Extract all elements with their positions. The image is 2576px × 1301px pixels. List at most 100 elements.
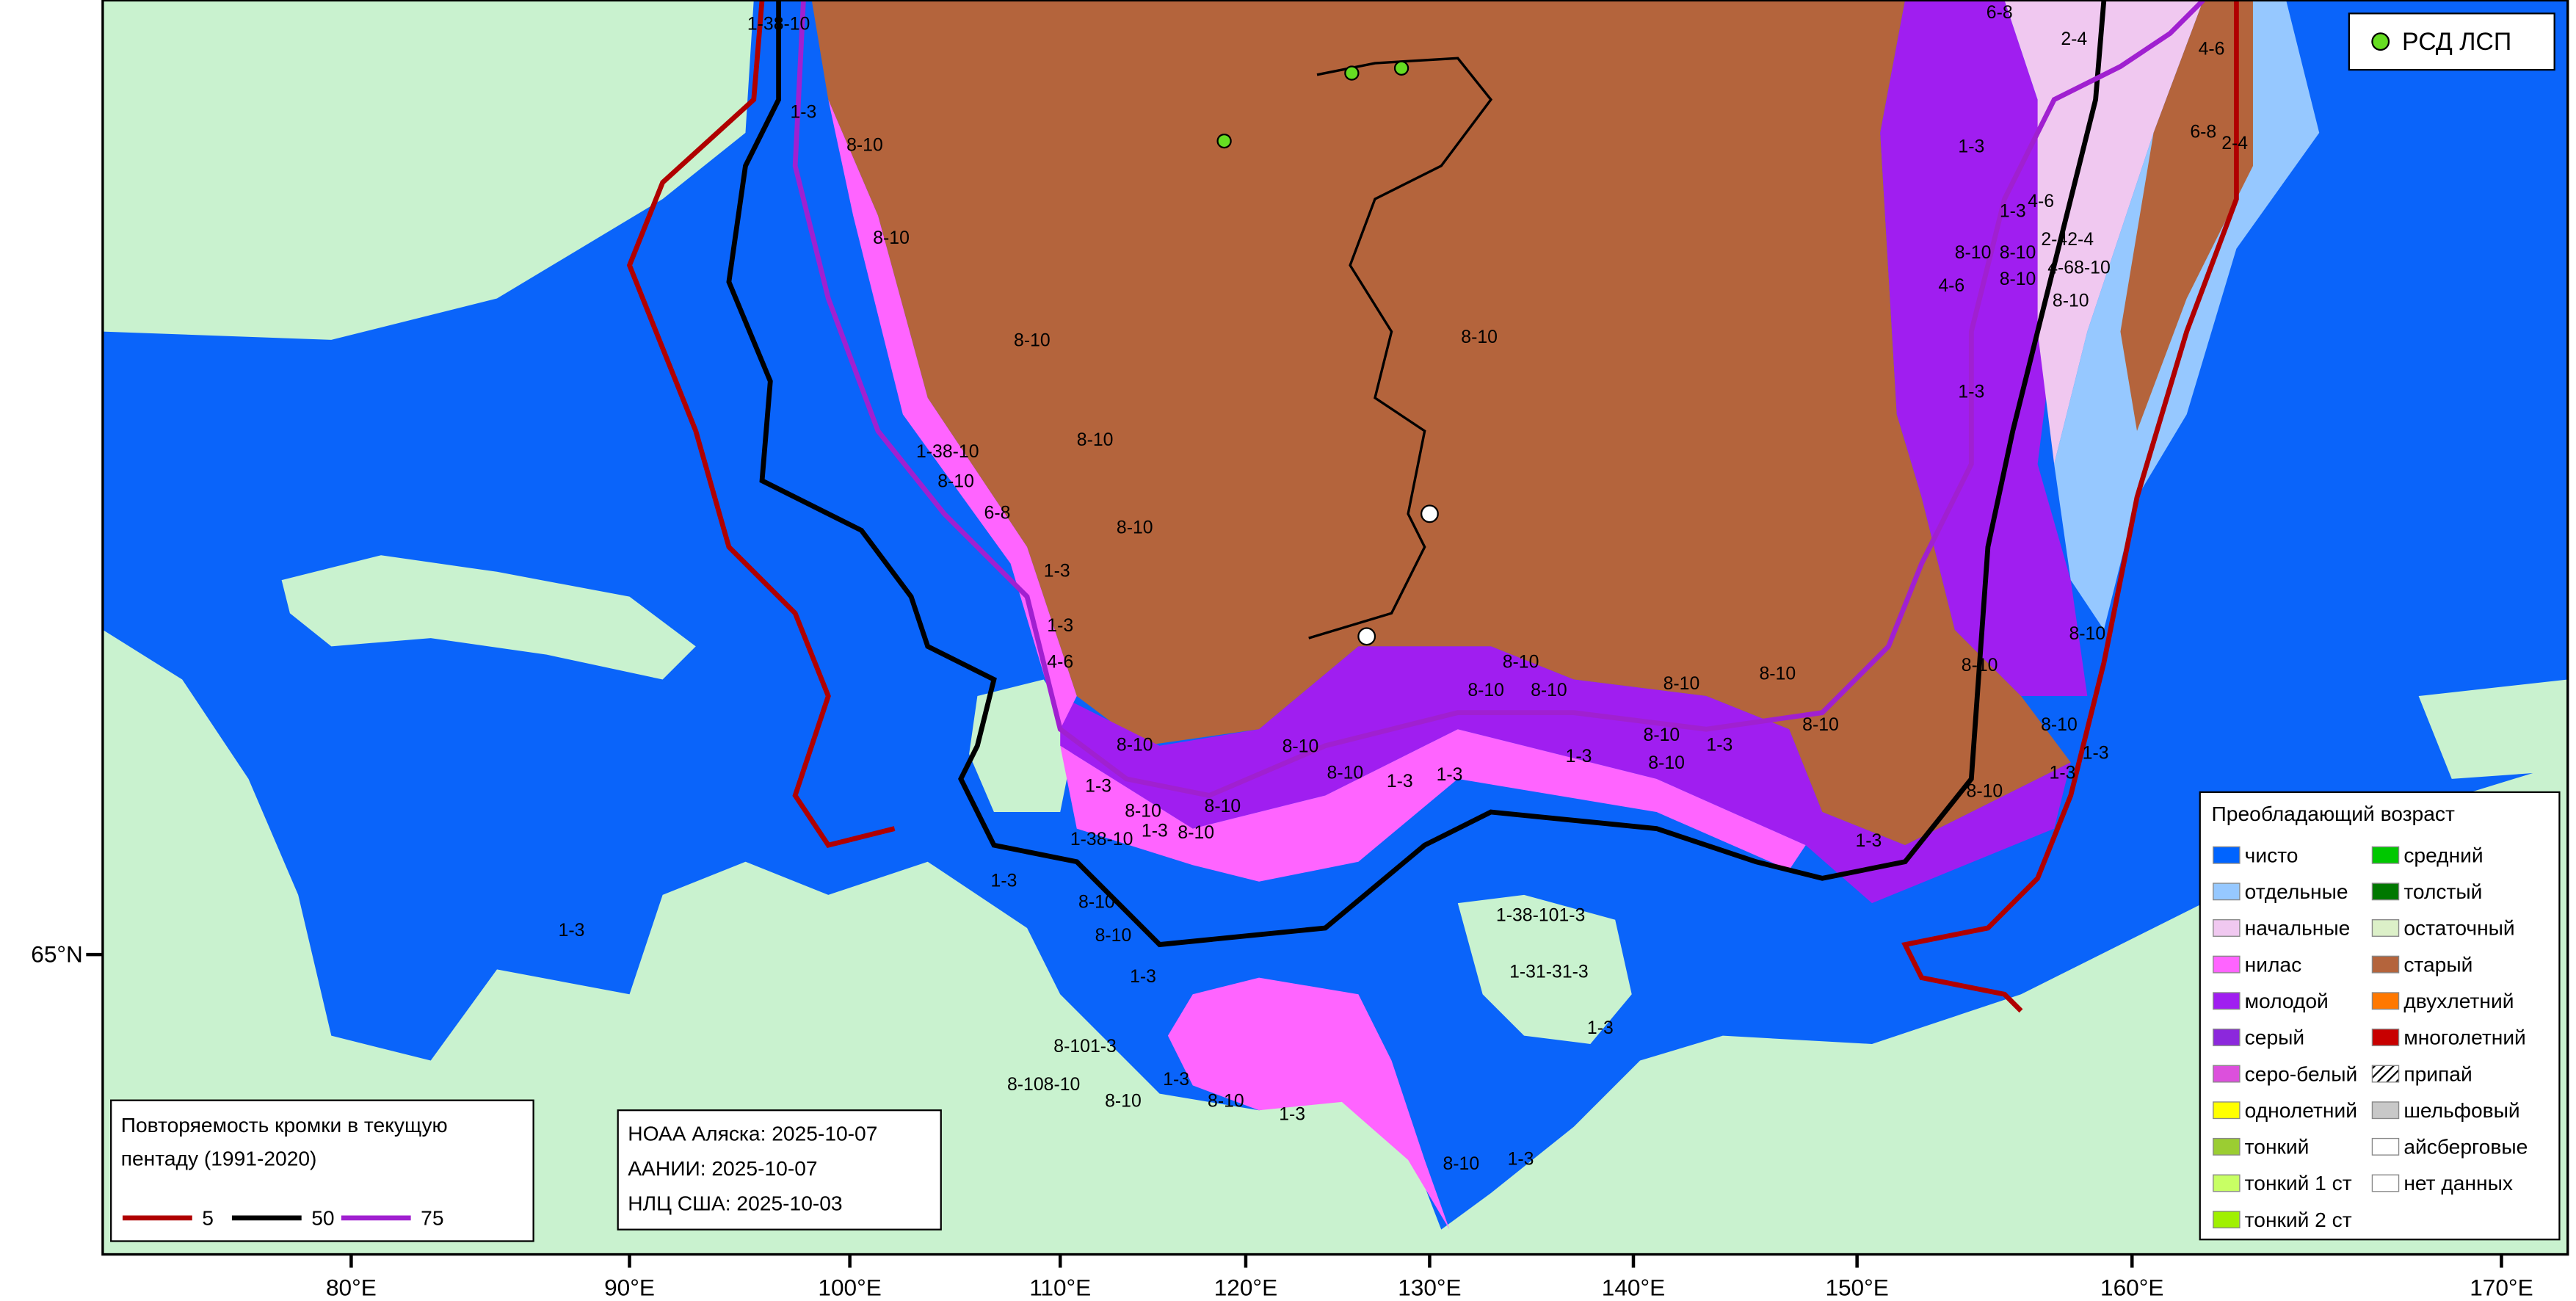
legend-swatch <box>2213 1174 2241 1192</box>
legend-swatch <box>2371 1028 2400 1046</box>
track-point <box>1357 627 1376 646</box>
ice-label: 1-3 <box>1044 561 1070 581</box>
new-ice <box>2004 0 2204 465</box>
ice-label: 8-10 <box>2041 715 2078 735</box>
nilas <box>828 99 1806 882</box>
legend-swatch <box>2371 1137 2400 1156</box>
legend-label: начальные <box>2245 916 2351 940</box>
ice-labels: 1-38-101-38-108-108-108-101-38-108-106-8… <box>559 3 2249 1174</box>
legend-swatch <box>2213 1028 2241 1046</box>
axes: 80°E 90°E 100°E 110°E 120°E 130°E 140°E 150°E 16… <box>31 941 2533 1301</box>
legend-swatch <box>2371 1174 2400 1192</box>
ice-label: 8-10 <box>873 228 910 248</box>
ice-label: 8-10 <box>1955 243 1992 263</box>
legend-label: припай <box>2403 1062 2472 1085</box>
legend-label: айсберговые <box>2403 1135 2528 1159</box>
track-point <box>1421 504 1439 523</box>
ice-label: 8-10 <box>1467 681 1504 700</box>
ice-label: 8-10 <box>1117 518 1153 538</box>
drift-track <box>1308 57 1493 639</box>
legend-swatch <box>2213 1137 2241 1156</box>
legend-swatch <box>2213 1101 2241 1120</box>
ice-label: 1-3 <box>1387 772 1413 791</box>
ice-label: 8-10 <box>2069 624 2105 644</box>
ice-label: 8-10 <box>1208 1091 1244 1111</box>
legend-label: остаточный <box>2403 916 2514 940</box>
legend-label: 5 <box>202 1206 214 1230</box>
legend-swatch <box>2213 883 2241 901</box>
ice-label: 4-6 <box>2199 40 2225 59</box>
legend-title: Преобладающий возраст <box>2212 802 2455 825</box>
legend-swatch <box>2371 846 2400 864</box>
ice-label: 1-3 <box>1566 747 1592 767</box>
ice-label: 1-38-10 <box>916 442 979 462</box>
ice-label: 8-10 <box>2053 291 2089 311</box>
station-legend: РСД ЛСП <box>2348 12 2555 71</box>
old-ice <box>811 0 2071 846</box>
legend-swatch <box>2213 846 2241 864</box>
ice-label: 1-3 <box>2000 202 2026 222</box>
ice-label: 6-8 <box>984 503 1011 523</box>
source-line: НЛЦ США: 2025-10-03 <box>628 1191 842 1214</box>
edge-50 <box>726 0 2107 948</box>
ice-label: 1-38-10 <box>1070 830 1133 849</box>
ice-label: 8-101-3 <box>1053 1037 1117 1057</box>
legend-swatch <box>2213 992 2241 1010</box>
ice-label: 8-10 <box>1531 681 1567 700</box>
lon-label: 80°E <box>326 1274 377 1300</box>
legend-label: отдельные <box>2245 880 2348 903</box>
ice-label: 1-38-101-3 <box>1496 906 1585 926</box>
ice-label: 2-42-4 <box>2041 230 2094 250</box>
ice-label: 1-3 <box>1279 1105 1305 1125</box>
station-marker <box>1393 60 1409 76</box>
ice-label: 1-3 <box>2050 764 2076 783</box>
map-frame <box>101 0 2569 1256</box>
legend-label: тонкий 2 ст <box>2245 1208 2352 1231</box>
legend-title: Повторяемость кромки в текущую <box>121 1113 448 1137</box>
ice-label: 8-10 <box>1759 664 1796 684</box>
legend-swatch <box>2371 992 2400 1010</box>
legend-label: однолетний <box>2245 1098 2357 1122</box>
ice-label: 2-4 <box>2221 134 2248 153</box>
ice-label: 2-4 <box>2061 29 2087 49</box>
lon-label: 160°E <box>2100 1274 2163 1300</box>
lon-label: 100°E <box>818 1274 881 1300</box>
legend-swatch <box>2213 955 2241 974</box>
source-line: ААНИИ: 2025-10-07 <box>628 1156 817 1180</box>
legend-label: 75 <box>421 1206 443 1230</box>
legend-swatch <box>2371 883 2400 901</box>
legend-swatch <box>2371 955 2400 974</box>
ice-label: 8-10 <box>1125 802 1161 822</box>
ice-label: 8-10 <box>1077 430 1114 450</box>
ice-label: 6-8 <box>1987 3 2013 23</box>
sources-box <box>617 1109 942 1231</box>
ice-label: 4-6 <box>1047 652 1073 672</box>
ice-label: 8-10 <box>1282 737 1319 757</box>
legend-label: молодой <box>2245 989 2329 1012</box>
ice-label: 1-31-31-3 <box>1509 962 1589 982</box>
lon-label: 110°E <box>1029 1274 1091 1300</box>
legend-label: средний <box>2403 843 2483 866</box>
ice-label: 1-3 <box>1047 616 1073 636</box>
age-legend: Преобладающий возраст чисто отдельные нача… <box>2199 791 2561 1241</box>
ice-label: 8-10 <box>1443 1154 1479 1174</box>
ice-label: 8-10 <box>1663 674 1700 694</box>
legend-label: чисто <box>2245 843 2299 866</box>
ice-label: 8-10 <box>1644 725 1680 745</box>
edge-5 <box>626 0 896 849</box>
ice-label: 8-10 <box>1503 652 1539 672</box>
legend-label: шельфовый <box>2403 1098 2519 1122</box>
ice-label: 1-3 <box>1855 831 1882 851</box>
old-ice-strip <box>2120 0 2253 432</box>
ice-label: 8-10 <box>1078 893 1115 913</box>
lon-label: 130°E <box>1398 1274 1461 1300</box>
legend-swatch <box>2371 1065 2400 1083</box>
edge-5 <box>1901 0 2239 1013</box>
lon-label: 140°E <box>1602 1274 1665 1300</box>
source-line: НОАА Аляска: 2025-10-07 <box>628 1122 877 1145</box>
map-area: 1-38-101-38-108-108-108-101-38-108-106-8… <box>102 0 2568 1255</box>
ice-label: 1-3 <box>1085 777 1111 797</box>
edge-legend: Повторяемость кромки в текущую пентаду (1… <box>110 1099 534 1242</box>
